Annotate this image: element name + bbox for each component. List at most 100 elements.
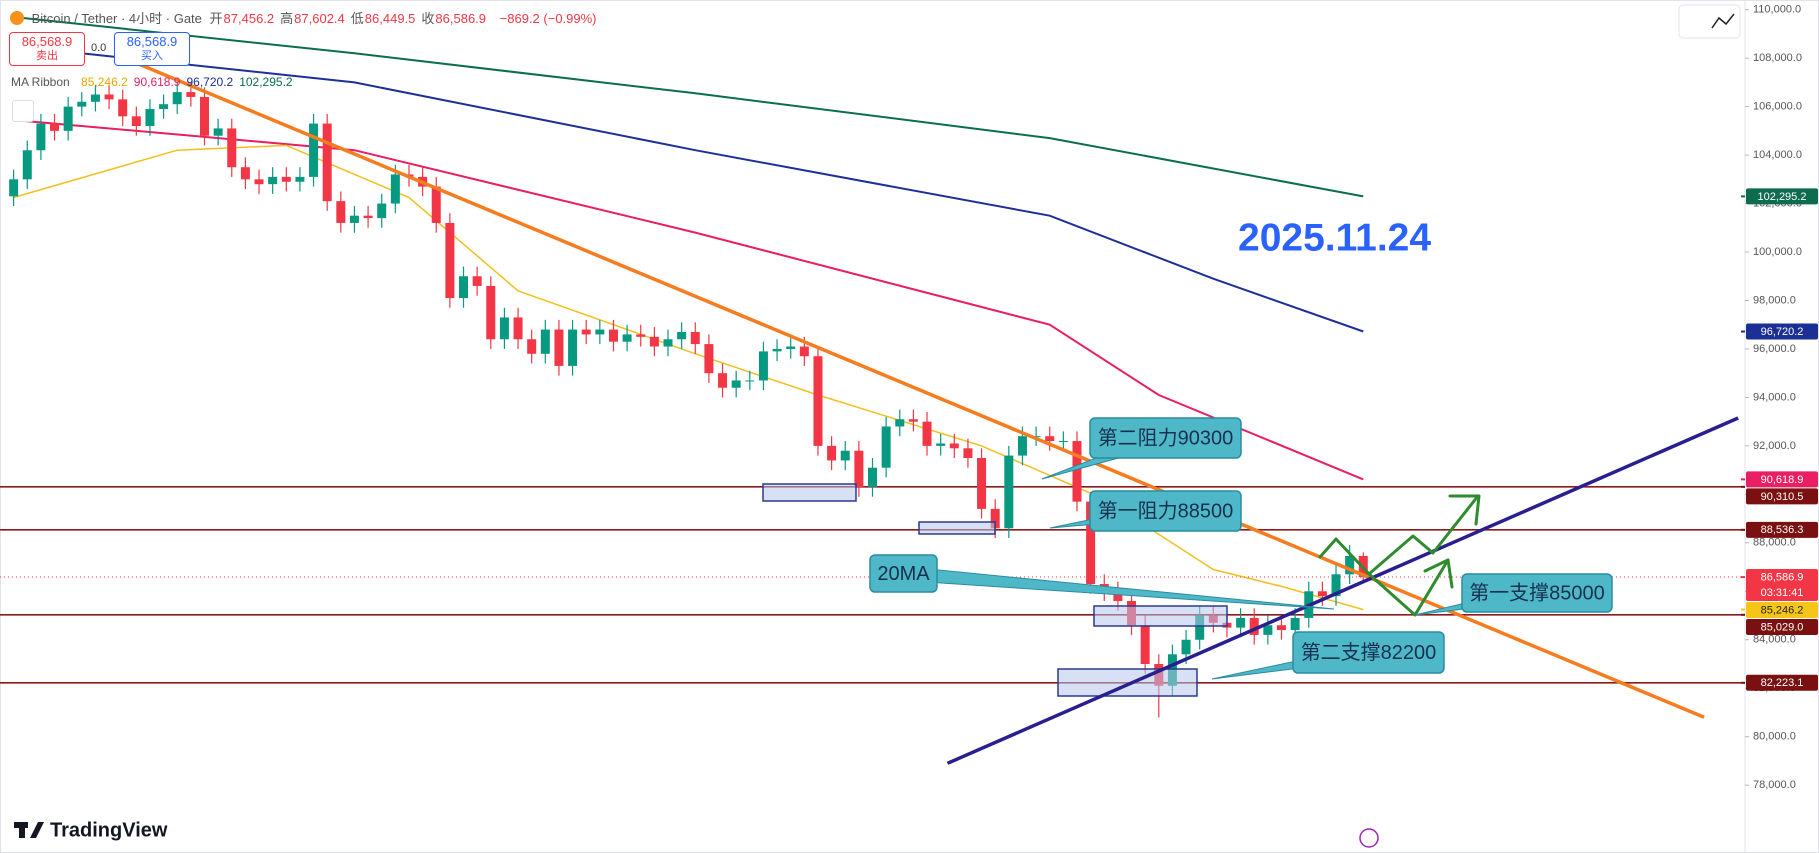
candle-body [990,508,1000,529]
candle-body [390,174,400,204]
candle-body [799,346,809,357]
candle-body [336,201,346,223]
candle-body [690,331,700,345]
moving-average [13,119,1364,481]
arrow-head [1423,558,1454,589]
callout-box [1089,490,1242,532]
field-value: 87,602.4 [294,11,345,26]
candle-body [704,344,714,374]
candle-body [568,329,578,366]
toolbar-icon [1711,13,1735,29]
y-tick-label: 88,000.0 [1753,537,1796,549]
callout-text: 第二阻力90300 [1098,426,1234,449]
candle-body [1276,625,1286,631]
candle-body [1195,615,1205,640]
toolbar [1678,4,1741,39]
date-annotation: 2025.11.24 [1238,216,1431,259]
price-tag [1746,619,1818,636]
price-tag-label: 90,310.5 [1761,491,1804,503]
callout-box [869,554,938,593]
candle-body [486,285,496,340]
candle-body [1290,617,1300,631]
candle-body [240,167,250,180]
candle-body [77,101,87,107]
candle-body [772,348,782,352]
candle-body [649,336,659,347]
candle-body [977,458,987,509]
candle-body [1345,555,1355,575]
moving-average [13,16,1364,198]
alert-icon [1359,828,1379,848]
field-label: 收 [421,11,435,26]
plot-background [0,0,1745,853]
price-tag-label: 96,720.2 [1761,326,1804,338]
price-tag-label: 82,223.1 [1761,677,1804,689]
field-label: 低 [350,11,364,26]
candle-body [36,123,46,151]
callout-box [1461,573,1613,613]
candle-body [1017,436,1027,456]
candle-body [118,99,128,117]
candle-body [718,373,728,388]
candle-body [963,448,973,459]
candle-body [840,450,850,461]
zone-box [918,521,996,535]
y-tick-label: 96,000.0 [1753,343,1796,355]
y-tick-label: 100,000.0 [1753,246,1802,258]
trendline [946,416,1739,765]
candle-body [309,123,319,177]
candle-body [881,426,891,468]
candle-body [1331,574,1341,597]
candle-body [431,186,441,223]
buy-label: 买入 [141,50,163,62]
candle-body [949,443,959,449]
candle-body [104,94,114,100]
candle-body [1140,625,1150,664]
candle-body [827,445,837,461]
moving-average [13,144,1364,611]
field-value: 87,456.2 [223,11,275,26]
logo-mark [19,822,25,838]
sell-button[interactable]: 86,568.9 卖出 [9,32,85,66]
price-tag-label: 88,536.3 [1761,524,1804,536]
price-tag-label: 86,586.9 [1761,571,1804,583]
y-tick-label: 80,000.0 [1753,731,1796,743]
price-tag [1746,569,1818,602]
spread: 0.0 [91,42,107,54]
indicator-value: 85,246.2 [81,75,128,89]
y-tick-label: 106,000.0 [1753,101,1802,113]
header: Bitcoin / Tether · 4小时 · Gate 开87,456.2 高… [10,8,601,27]
field-value: 86,449.5 [364,11,416,26]
field-label: 高 [280,11,294,26]
candle-body [868,467,877,488]
y-tick-label: 78,000.0 [1753,779,1796,791]
price-tag [1746,188,1818,205]
candle-body [622,334,632,342]
zone-box [762,483,857,502]
candle-body [445,222,455,299]
candle-body [22,150,32,180]
candle-body [1181,639,1191,655]
field-label: 开 [209,11,223,26]
candle-body [9,179,19,197]
sell-label: 卖出 [36,50,58,62]
candle-body [908,419,918,422]
candle-body [227,128,237,168]
candle-body [186,92,196,97]
symbol: Bitcoin / Tether · 4小时 · Gate [31,11,202,26]
candle-body [377,203,387,219]
collapse-button[interactable] [12,100,34,122]
callout-box [1089,417,1242,459]
callout-text: 20MA [877,563,930,585]
price-tag [1746,674,1818,691]
y-tick-label: 94,000.0 [1753,391,1796,403]
candle-body [1249,617,1259,635]
price-tag [1746,323,1818,340]
arrow-head [1448,494,1481,526]
y-tick-label: 92,000.0 [1753,440,1796,452]
buy-button[interactable]: 86,568.9 买入 [114,32,190,66]
moving-average [13,45,1364,333]
price-tag [1746,488,1818,505]
